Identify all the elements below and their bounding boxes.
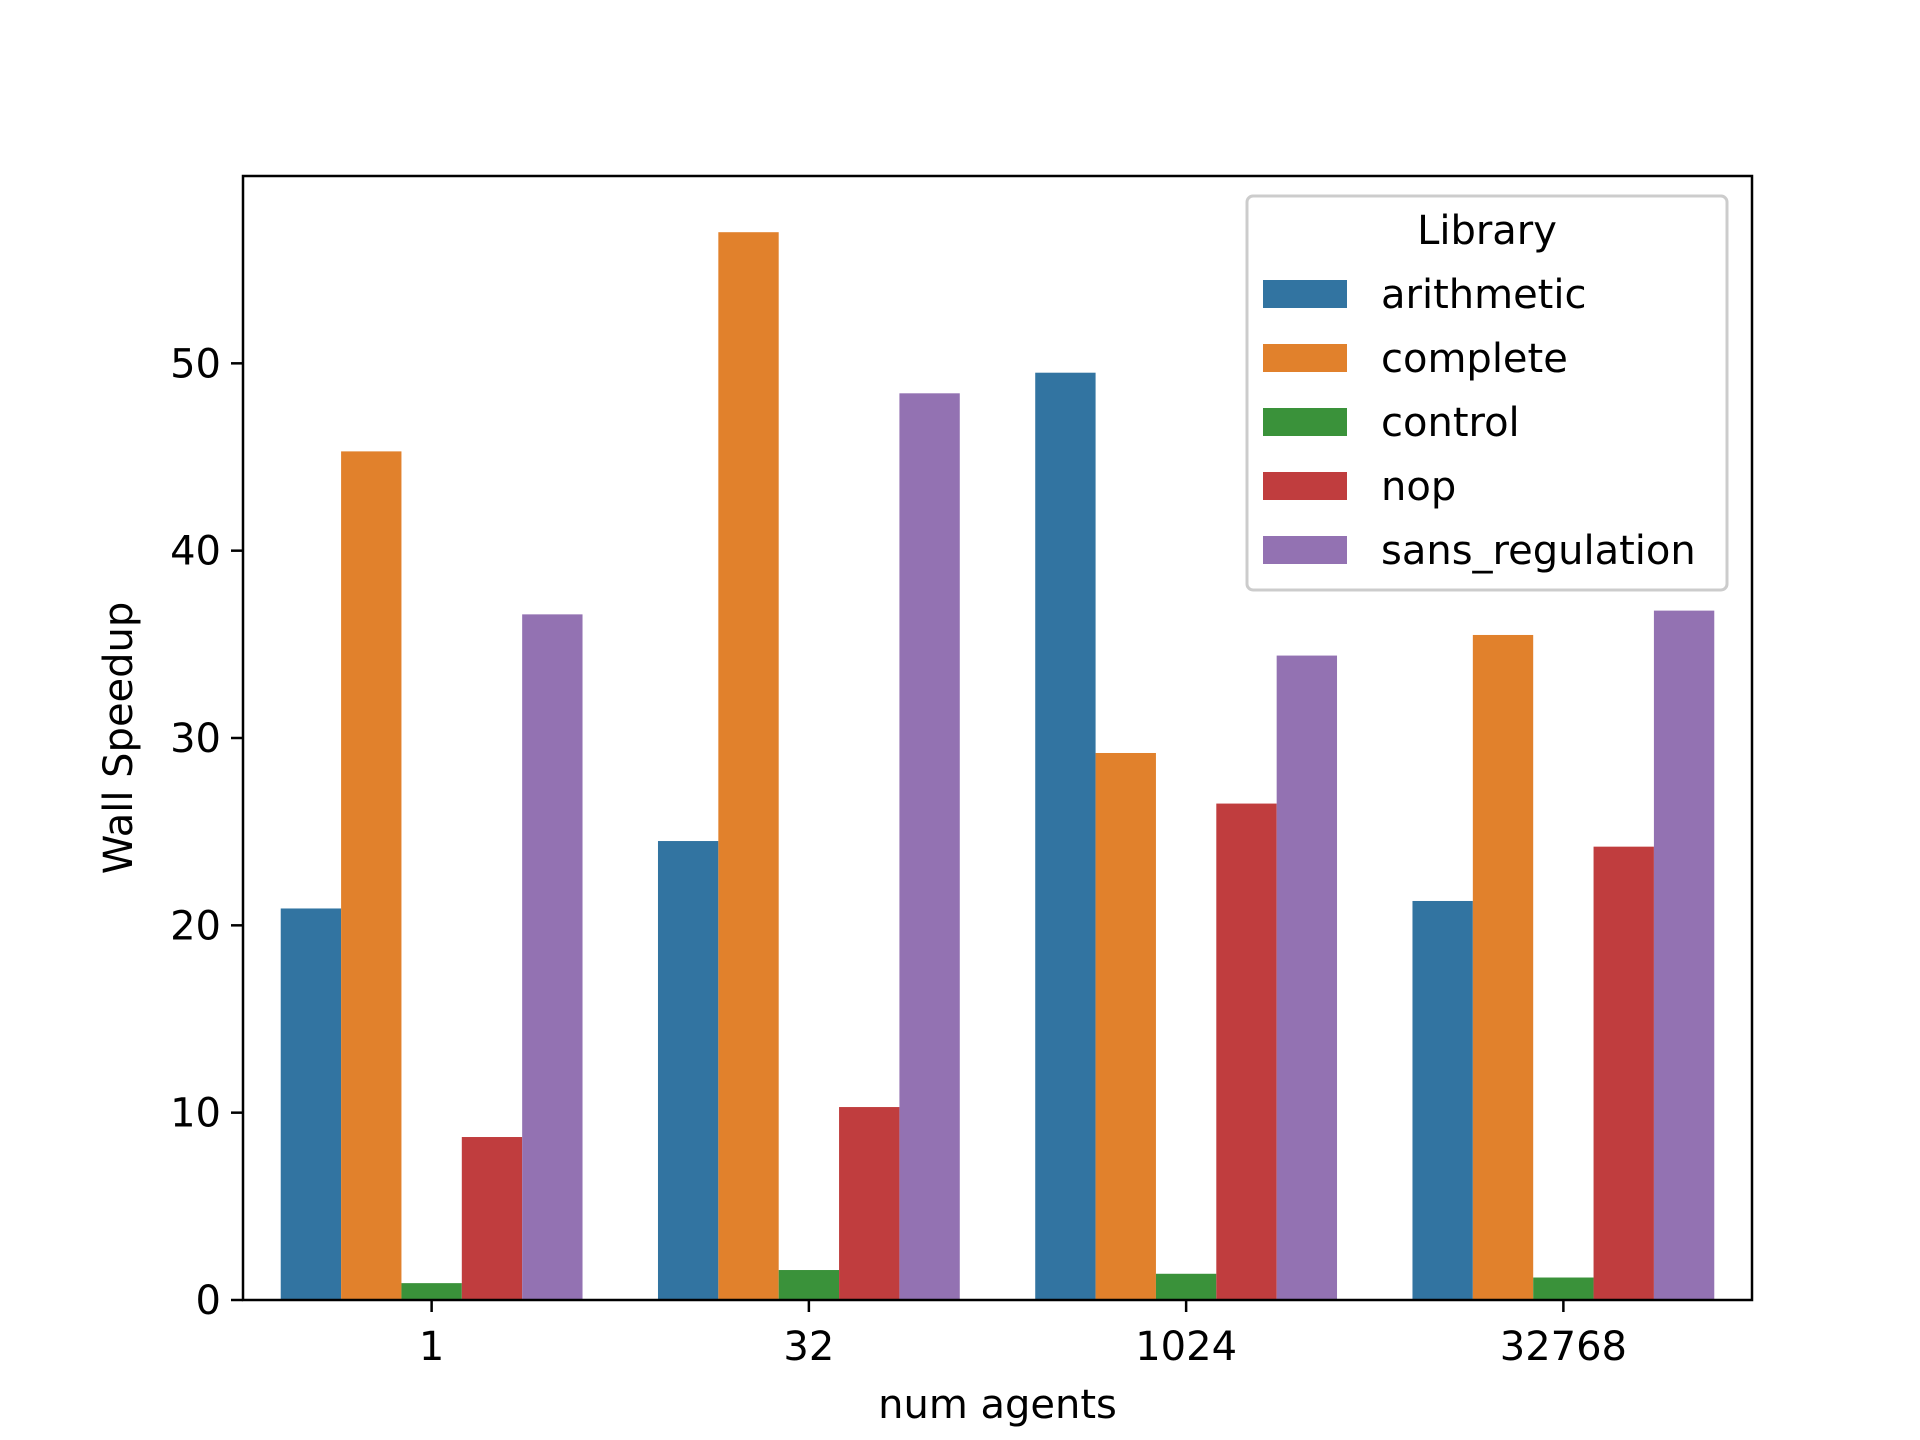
bar-sans_regulation-32	[899, 393, 960, 1301]
bar-arithmetic-1	[280, 908, 342, 1300]
bar-control-32768	[1533, 1277, 1594, 1300]
bar-sans_regulation-32768	[1653, 610, 1715, 1300]
legend-swatch-arithmetic	[1263, 280, 1347, 308]
bar-nop-1024	[1216, 803, 1277, 1300]
bar-control-32	[778, 1270, 840, 1300]
legend-swatch-sans_regulation	[1263, 536, 1347, 564]
y-axis-label: Wall Speedup	[96, 602, 142, 875]
legend-box	[1245, 194, 1729, 592]
x-tick-label: 32	[783, 1324, 834, 1370]
y-tick-label: 40	[170, 529, 221, 575]
bar-complete-1	[341, 451, 402, 1300]
legend-swatch-nop	[1263, 472, 1347, 500]
legend-label-arithmetic: arithmetic	[1381, 272, 1586, 318]
y-tick-label: 20	[170, 903, 221, 949]
x-tick-label: 1	[419, 1324, 444, 1370]
y-tick-label: 50	[170, 341, 221, 387]
x-axis: 1 32 1024 32768	[419, 1300, 1627, 1370]
legend-label-nop: nop	[1381, 464, 1456, 510]
legend-label-control: control	[1381, 400, 1520, 446]
y-tick-label: 10	[170, 1091, 221, 1137]
x-tick-label: 1024	[1135, 1324, 1237, 1370]
y-tick-label: 30	[170, 716, 221, 762]
legend-swatch-complete	[1263, 344, 1347, 372]
bar-arithmetic-32768	[1412, 900, 1473, 1300]
bar-complete-32	[718, 232, 779, 1301]
y-axis: 0 10 20 30 40 50	[170, 341, 243, 1324]
legend: Library arithmetic complete control nop sans_…	[1245, 194, 1729, 592]
bar-arithmetic-1024	[1035, 372, 1096, 1300]
bar-nop-32768	[1593, 846, 1654, 1300]
bar-complete-32768	[1472, 634, 1534, 1300]
bar-control-1024	[1155, 1273, 1217, 1300]
bar-arithmetic-32	[657, 841, 719, 1300]
y-tick-label: 0	[196, 1278, 221, 1324]
bar-sans_regulation-1	[522, 614, 583, 1300]
bar-nop-1	[461, 1137, 523, 1300]
bar-complete-1024	[1095, 752, 1156, 1300]
bars-group	[280, 232, 1715, 1301]
legend-swatch-control	[1263, 408, 1347, 436]
x-tick-label: 32768	[1500, 1324, 1627, 1370]
legend-label-sans_regulation: sans_regulation	[1381, 528, 1696, 574]
x-axis-label: num agents	[878, 1382, 1117, 1428]
bar-control-1	[401, 1283, 462, 1300]
legend-title: Library	[1417, 208, 1557, 254]
legend-label-complete: complete	[1381, 336, 1568, 382]
bar-nop-32	[839, 1107, 900, 1300]
bar-sans_regulation-1024	[1276, 655, 1338, 1300]
plot-frame	[241, 174, 1754, 1302]
